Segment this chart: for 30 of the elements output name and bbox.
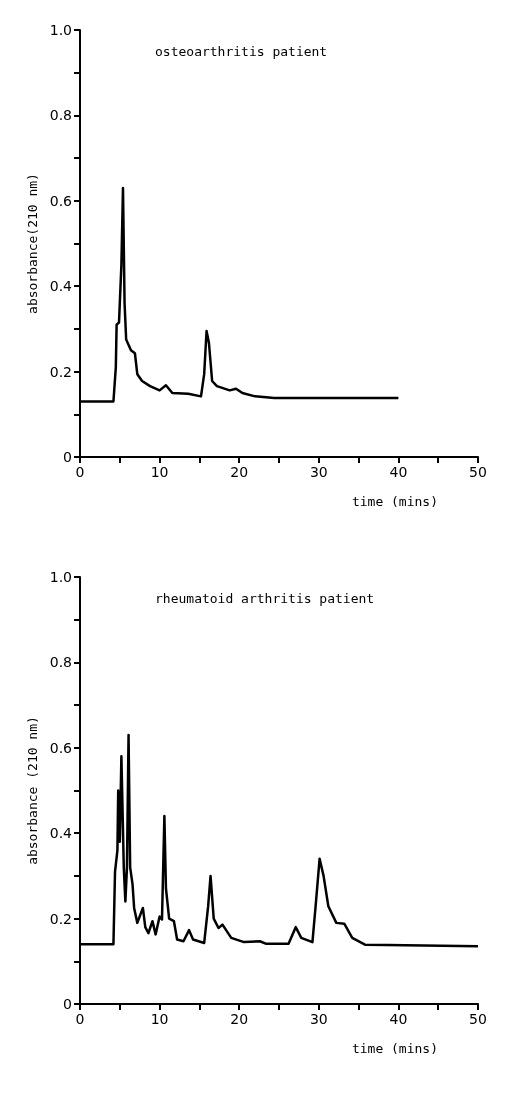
y-axis-title: absorbance (210 nm) [24,716,40,865]
y-tick-label: 0.4 [49,825,73,842]
x-tick-label: 50 [469,1011,487,1027]
x-tick-label: 30 [309,464,328,480]
x-tick-label: 10 [150,464,169,480]
y-tick-label: 0 [63,996,72,1012]
x-tick-label: 10 [150,1011,169,1027]
y-tick-label: 0.2 [49,363,72,380]
x-tick-label: 0 [75,464,85,480]
y-tick-label: 0.8 [49,107,72,124]
x-tick-label: 40 [389,464,408,480]
y-tick-label: 0.6 [49,192,73,209]
y-tick-label: 0 [63,449,72,465]
y-tick-label: 0.8 [49,654,72,671]
text: rheumatoid arthritis patient [155,591,375,606]
x-axis-title: time (mins) [351,494,438,509]
x-tick-label: 20 [230,464,249,480]
y-tick-label: 0.2 [49,910,72,927]
x-tick-label: 0 [75,1011,85,1027]
y-tick-label: 0.4 [49,278,73,295]
y-tick-label: 1.0 [49,569,72,585]
y-tick-label: 0.6 [49,739,73,756]
x-tick-label: 50 [469,464,487,480]
x-tick-label: 20 [230,1011,249,1027]
x-axis-title: time (mins) [351,1041,438,1056]
text: osteoarthritis patient [155,44,328,59]
x-tick-label: 30 [309,1011,328,1027]
x-tick-label: 40 [389,1011,408,1027]
y-axis-title: absorbance(210 nm) [24,173,40,314]
y-tick-label: 1.0 [49,22,72,38]
